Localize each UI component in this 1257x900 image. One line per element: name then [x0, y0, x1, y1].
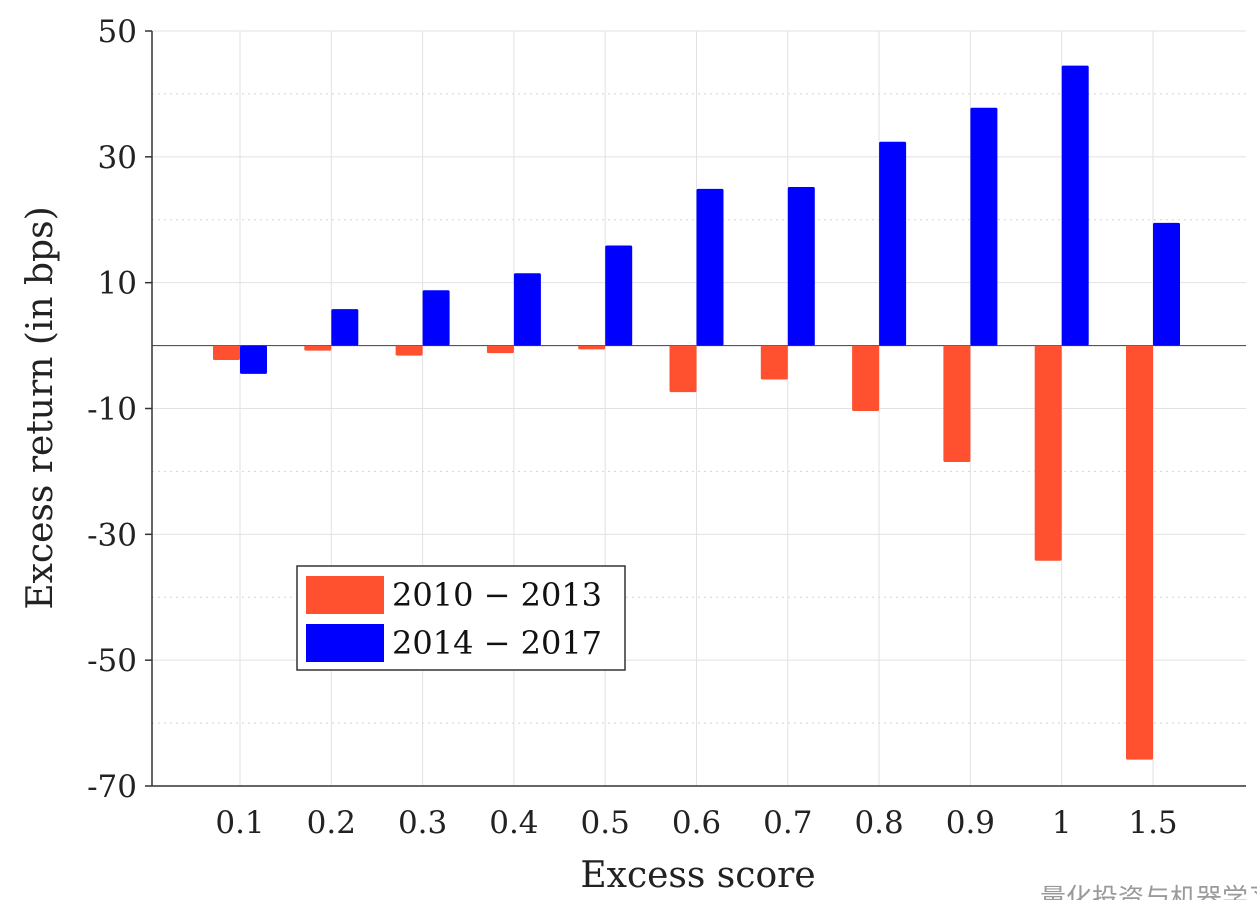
bar-2010-2013-1 [1034, 345, 1062, 561]
bar-2014-2017-0.5 [605, 245, 633, 346]
bar-2010-2013-0.5 [578, 345, 606, 350]
bar-2014-2017-0.9 [970, 107, 998, 346]
x-axis-title: Excess score [580, 855, 815, 896]
x-tick-label: 0.1 [215, 805, 264, 841]
y-axis-title: Excess return (in bps) [20, 206, 61, 609]
x-tick-label: 1.5 [1128, 805, 1177, 841]
y-tick-label: 10 [98, 266, 137, 302]
bar-2010-2013-0.2 [304, 345, 332, 351]
x-tick-label: 0.7 [763, 805, 812, 841]
y-tick-label: -30 [87, 517, 137, 553]
y-tick-labels: 50 30 10 -10 -30 -50 -70 [87, 14, 137, 805]
legend-swatch-2010-2013 [306, 576, 384, 614]
x-tick-labels: 0.1 0.2 0.3 0.4 0.5 0.6 0.7 0.8 0.9 1 1.5 [215, 805, 1177, 841]
bar-2010-2013-0.6 [669, 345, 697, 393]
bar-2010-2013-0.7 [760, 345, 788, 380]
legend-label-2010-2013: 2010 − 2013 [392, 576, 602, 614]
bar-2014-2017-0.3 [422, 290, 450, 346]
x-tick-label: 0.8 [854, 805, 903, 841]
bar-2014-2017-1.5 [1153, 222, 1180, 346]
x-tick-label: 0.4 [489, 805, 538, 841]
y-tick-label: -50 [87, 643, 137, 679]
x-tick-label: 0.2 [307, 805, 356, 841]
watermark: 量化投资与机器学习 [1040, 884, 1257, 900]
bar-2010-2013-0.3 [395, 345, 423, 356]
bar-2010-2013-0.9 [943, 345, 971, 462]
bars [213, 65, 1180, 760]
y-tick-label: 30 [98, 140, 137, 176]
bar-2010-2013-0.4 [486, 345, 514, 354]
bar-2014-2017-0.7 [787, 187, 815, 346]
bar-2010-2013-0.1 [213, 345, 240, 361]
bar-2014-2017-0.1 [240, 345, 267, 374]
x-tick-label: 0.5 [581, 805, 630, 841]
bar-2010-2013-1.5 [1126, 345, 1153, 760]
y-tick-label: 50 [98, 14, 137, 50]
y-tick-label: -70 [87, 769, 137, 805]
bar-2014-2017-0.2 [331, 309, 359, 346]
x-tick-label: 0.3 [398, 805, 447, 841]
x-tick-label: 1 [1052, 805, 1072, 841]
legend-swatch-2014-2017 [306, 624, 384, 662]
bar-2014-2017-0.4 [513, 273, 541, 346]
legend: 2010 − 2013 2014 − 2017 [296, 565, 626, 671]
bar-2014-2017-0.6 [696, 188, 724, 346]
x-tick-label: 0.6 [672, 805, 721, 841]
legend-label-2014-2017: 2014 − 2017 [392, 624, 602, 662]
bar-2010-2013-0.8 [852, 345, 880, 412]
x-tick-label: 0.9 [946, 805, 995, 841]
bar-2014-2017-1 [1061, 65, 1089, 346]
bar-2014-2017-0.8 [879, 141, 907, 346]
axes [145, 30, 1246, 787]
y-tick-label: -10 [87, 392, 137, 428]
